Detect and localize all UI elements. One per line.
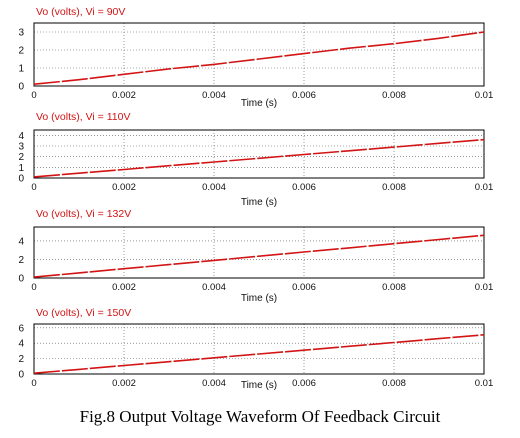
- voltage-series-line: [33, 334, 485, 374]
- voltage-series-line: [33, 31, 485, 85]
- plot-frame: [33, 226, 485, 279]
- plot-frame: [33, 22, 485, 87]
- y-tick-label: 0: [18, 82, 24, 93]
- y-tick-label: 3: [18, 28, 24, 39]
- x-axis-label: Time (s): [241, 98, 277, 109]
- chart-title: Vo (volts), Vi = 90V: [36, 6, 125, 18]
- y-tick-label: 0: [18, 174, 24, 185]
- chart-title: Vo (volts), Vi = 150V: [36, 307, 131, 319]
- y-tick-label: 6: [18, 323, 24, 334]
- y-tick-label: 2: [18, 152, 24, 163]
- x-tick-label: 0.006: [292, 182, 316, 193]
- x-tick-label: 0.002: [112, 90, 136, 101]
- x-tick-label: 0.004: [202, 378, 226, 389]
- x-tick-label: 0.004: [202, 282, 226, 293]
- x-tick-label: 0.008: [382, 282, 406, 293]
- x-tick-label: 0.002: [112, 378, 136, 389]
- y-tick-label: 1: [18, 163, 24, 174]
- y-tick-label: 0: [18, 370, 24, 381]
- x-tick-label: 0.008: [382, 90, 406, 101]
- plot-frame: [33, 323, 485, 375]
- x-tick-label: 0.006: [292, 90, 316, 101]
- x-tick-label: 0.01: [475, 90, 494, 101]
- plot-frame: [33, 129, 485, 179]
- x-tick-label: 0: [31, 282, 36, 293]
- x-tick-label: 0.004: [202, 90, 226, 101]
- chart-title: Vo (volts), Vi = 132V: [36, 208, 131, 220]
- figure-caption: Fig.8 Output Voltage Waveform Of Feedbac…: [79, 407, 441, 426]
- x-tick-label: 0.002: [112, 182, 136, 193]
- x-tick-label: 0.008: [382, 378, 406, 389]
- y-tick-label: 1: [18, 64, 24, 75]
- y-tick-label: 4: [18, 236, 24, 247]
- x-tick-label: 0.006: [292, 378, 316, 389]
- y-tick-label: 2: [18, 354, 24, 365]
- x-tick-label: 0.01: [475, 282, 494, 293]
- x-axis-label: Time (s): [241, 197, 277, 208]
- x-tick-label: 0.004: [202, 182, 226, 193]
- y-tick-label: 2: [18, 46, 24, 57]
- y-tick-label: 2: [18, 255, 24, 266]
- voltage-series-line: [33, 138, 485, 178]
- x-tick-label: 0.006: [292, 282, 316, 293]
- voltage-series-line: [33, 234, 485, 278]
- y-tick-label: 3: [18, 142, 24, 153]
- x-axis-label: Time (s): [241, 293, 277, 304]
- x-tick-label: 0: [31, 182, 36, 193]
- x-tick-label: 0.01: [475, 378, 494, 389]
- y-tick-label: 4: [18, 131, 24, 142]
- x-tick-label: 0.002: [112, 282, 136, 293]
- y-tick-label: 0: [18, 274, 24, 285]
- x-axis-label: Time (s): [241, 380, 277, 391]
- chart-title: Vo (volts), Vi = 110V: [36, 111, 130, 123]
- x-tick-label: 0.008: [382, 182, 406, 193]
- x-tick-label: 0: [31, 378, 36, 389]
- x-tick-label: 0: [31, 90, 36, 101]
- x-tick-label: 0.01: [475, 182, 494, 193]
- y-tick-label: 4: [18, 339, 24, 350]
